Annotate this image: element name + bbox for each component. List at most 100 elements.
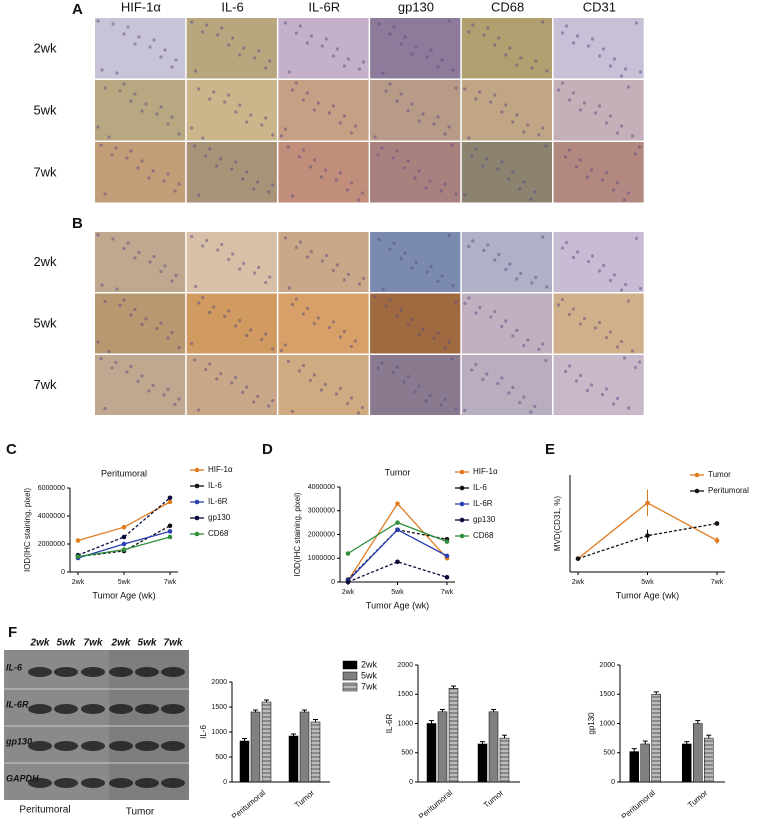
cell-nucleus — [357, 282, 361, 286]
cell-nucleus — [122, 246, 126, 251]
cell-nucleus — [575, 34, 580, 38]
cell-nucleus — [585, 175, 590, 179]
series-line — [577, 522, 718, 560]
cell-nucleus — [129, 313, 133, 317]
x-tick-label: 7wk — [164, 579, 177, 586]
cell-nucleus — [567, 148, 572, 152]
cell-nucleus — [615, 131, 620, 135]
cell-nucleus — [615, 345, 620, 349]
cell-nucleus — [96, 340, 100, 344]
cell-nucleus — [571, 41, 576, 45]
cell-nucleus — [454, 192, 458, 196]
cell-nucleus — [589, 383, 594, 387]
cell-nucleus — [432, 336, 436, 341]
micrograph — [461, 18, 552, 79]
cell-nucleus — [443, 346, 447, 350]
cell-nucleus — [271, 398, 275, 403]
legend-marker — [194, 515, 200, 521]
bar — [499, 737, 510, 783]
cell-nucleus — [264, 280, 268, 285]
cell-nucleus — [231, 252, 235, 256]
series-line — [347, 529, 448, 581]
cell-nucleus — [118, 89, 122, 93]
cell-nucleus — [522, 130, 526, 134]
row-label: 7wk — [33, 164, 57, 179]
cell-nucleus — [436, 331, 440, 335]
cell-nucleus — [312, 108, 316, 112]
y-axis-label: IOD(IHC staining, pixel) — [293, 492, 302, 576]
cell-nucleus — [399, 308, 403, 312]
cell-nucleus — [271, 347, 275, 351]
cell-nucleus — [194, 284, 198, 289]
cell-nucleus — [312, 321, 316, 326]
blot-band — [109, 667, 133, 677]
cell-nucleus — [177, 345, 181, 350]
cell-nucleus — [129, 99, 133, 103]
cell-nucleus — [294, 81, 298, 85]
bar — [651, 694, 661, 783]
y-tick-label: 2000 — [211, 679, 227, 686]
legend-label: IL-6 — [208, 481, 222, 490]
cell-nucleus — [301, 363, 305, 368]
cell-nucleus — [544, 358, 548, 363]
data-point — [395, 559, 400, 565]
cell-nucleus — [227, 93, 231, 97]
cell-nucleus — [638, 70, 643, 74]
cell-nucleus — [253, 271, 257, 275]
blot-band — [54, 704, 78, 714]
cell-nucleus — [356, 198, 360, 202]
cell-nucleus — [100, 283, 104, 287]
cell-nucleus — [234, 324, 238, 328]
cell-nucleus — [287, 70, 291, 74]
x-tick-label: Peritumoral — [620, 788, 657, 818]
cell-nucleus — [417, 384, 421, 388]
cell-nucleus — [556, 303, 561, 307]
cell-nucleus — [151, 383, 155, 388]
cell-nucleus — [360, 191, 364, 195]
cell-nucleus — [227, 309, 231, 313]
micrograph — [95, 355, 186, 415]
cell-nucleus — [212, 305, 216, 309]
cell-nucleus — [597, 320, 602, 325]
cell-nucleus — [424, 399, 428, 403]
cell-nucleus — [122, 298, 126, 302]
cell-nucleus — [436, 65, 440, 69]
panel-letter: C — [6, 441, 17, 458]
cell-nucleus — [216, 248, 220, 252]
cell-nucleus — [463, 301, 467, 306]
cell-nucleus — [428, 179, 432, 183]
cell-nucleus — [286, 359, 290, 364]
cell-nucleus — [496, 381, 500, 386]
cell-nucleus — [533, 404, 537, 409]
micrograph — [278, 293, 369, 354]
y-tick-label: 0 — [61, 569, 65, 576]
data-point — [395, 520, 400, 525]
cell-nucleus — [140, 374, 144, 378]
cell-nucleus — [290, 302, 294, 307]
cell-nucleus — [612, 273, 617, 277]
cell-nucleus — [349, 344, 353, 349]
micrograph — [186, 293, 277, 354]
cell-nucleus — [402, 166, 406, 170]
legend-label: IL-6R — [208, 497, 228, 506]
cell-nucleus — [497, 36, 501, 40]
bar — [693, 723, 703, 783]
legend-label: IL-6R — [473, 499, 493, 508]
cell-nucleus — [342, 114, 346, 118]
y-tick-label: 4000000 — [308, 484, 335, 491]
y-tick-label: 1000 — [397, 720, 413, 727]
bar — [261, 701, 272, 783]
blot-band — [81, 667, 105, 677]
micrograph — [186, 142, 277, 203]
cell-nucleus — [414, 260, 418, 265]
cell-nucleus — [301, 98, 305, 102]
cell-nucleus — [346, 57, 350, 61]
cell-nucleus — [173, 402, 177, 407]
cell-nucleus — [201, 295, 205, 300]
cell-nucleus — [429, 48, 433, 52]
cell-nucleus — [578, 158, 583, 162]
cell-nucleus — [544, 144, 548, 148]
cell-nucleus — [630, 134, 635, 138]
cell-nucleus — [360, 405, 364, 410]
cell-nucleus — [515, 63, 519, 67]
